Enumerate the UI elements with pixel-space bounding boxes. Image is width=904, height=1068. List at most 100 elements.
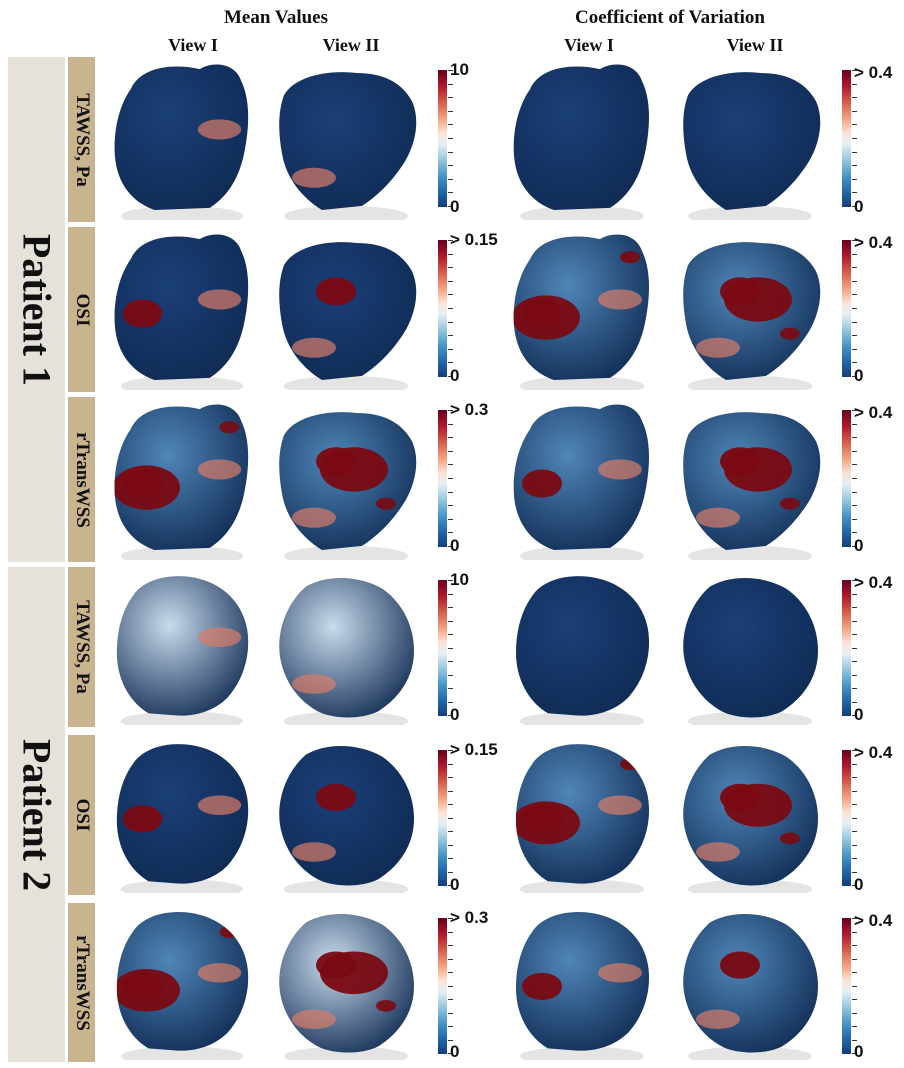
colorbar-max-p2-osi-cov: > 0.4 — [854, 743, 893, 762]
colorbar-tick — [448, 492, 453, 493]
vessel-base — [688, 205, 812, 220]
aneurysm-surface — [116, 912, 249, 1051]
colorbar-tick — [852, 335, 857, 336]
colorbar-tick — [448, 254, 453, 255]
colorbar-min-p1-rtranswss-cov: 0 — [854, 536, 864, 555]
colorbar-tick — [448, 932, 453, 933]
surface-panel-p2-osi-mean-view-2 — [266, 737, 426, 893]
vessel-base — [284, 711, 408, 725]
colorbar-tick — [852, 362, 857, 363]
colorbar-max-p1-osi-mean: > 0.15 — [450, 230, 498, 249]
vessel-base — [120, 879, 244, 893]
vessel-base — [120, 205, 244, 220]
colorbar-min-p2-tawss-mean: 0 — [450, 705, 460, 724]
aneurysm-surface — [513, 64, 649, 210]
colorbar-tick — [852, 959, 857, 960]
colorbar-tick — [448, 1053, 453, 1054]
surface-panel-p2-rtranswss-cov-view-2 — [670, 905, 830, 1060]
colorbar-tick — [852, 1053, 857, 1054]
colorbar-tick — [448, 1013, 453, 1014]
surface-panel-p1-tawss-mean-view-1 — [103, 59, 261, 220]
colorbar-tick — [448, 648, 453, 649]
colorbar-tick — [852, 505, 857, 506]
aneurysm-surface — [116, 744, 249, 884]
colorbar-tick — [448, 872, 453, 873]
hotspot — [197, 459, 242, 480]
colorbar-tick — [852, 1040, 857, 1041]
metric-band-p2-osi: OSI — [68, 735, 95, 895]
colorbar-tick — [852, 124, 857, 125]
colorbar-tick — [448, 918, 453, 919]
surface-panel-p1-rtranswss-mean-view-1 — [103, 399, 261, 560]
vessel-base — [120, 1046, 244, 1060]
aneurysm-surface — [114, 64, 249, 210]
hotspot — [780, 327, 800, 340]
colorbar-tick — [852, 519, 857, 520]
colorbar-min-p1-rtranswss-mean: 0 — [450, 536, 460, 555]
colorbar-tick — [852, 267, 857, 268]
colorbar-tick — [448, 945, 453, 946]
colorbar-tick — [852, 818, 857, 819]
colorbar-min-p1-osi-cov: 0 — [854, 366, 864, 385]
colorbar-tick — [852, 932, 857, 933]
colorbar-tick — [852, 791, 857, 792]
vessel-base — [520, 1046, 644, 1060]
hotspot — [197, 627, 242, 647]
hotspot — [598, 289, 642, 310]
colorbar-tick — [448, 206, 453, 207]
colorbar-tick — [448, 362, 453, 363]
colorbar-tick — [852, 945, 857, 946]
colorbar-tick — [852, 872, 857, 873]
metric-band-p1-tawss: TAWSS, Pa — [68, 57, 95, 222]
patient-1-band: Patient 1 — [8, 57, 65, 562]
colorbar-tick — [852, 464, 857, 465]
surface-panel-p2-tawss-mean-view-1 — [103, 569, 261, 725]
colorbar-tick — [852, 424, 857, 425]
hotspot — [197, 119, 242, 140]
colorbar-max-p1-osi-cov: > 0.4 — [854, 233, 893, 252]
colorbar-tick — [852, 70, 857, 71]
colorbar-tick — [852, 607, 857, 608]
vessel-base — [520, 711, 644, 725]
colorbar-max-p2-tawss-cov: > 0.4 — [854, 573, 893, 592]
colorbar-max-p2-rtranswss-mean: > 0.3 — [450, 908, 489, 927]
hotspot — [376, 999, 396, 1012]
surface-panel-p2-osi-cov-view-2 — [670, 737, 830, 893]
colorbar-min-p2-osi-mean: 0 — [450, 875, 460, 894]
colorbar-tick — [448, 804, 453, 805]
colorbar-tick — [448, 661, 453, 662]
aneurysm-surface — [279, 242, 417, 380]
aneurysm-surface — [516, 576, 650, 716]
hotspot — [780, 832, 800, 845]
colorbar-tick — [448, 764, 453, 765]
hotspot — [114, 465, 181, 510]
surface-panel-p1-osi-mean-view-2 — [266, 229, 426, 390]
colorbar-tick — [852, 845, 857, 846]
colorbar-tick — [852, 240, 857, 241]
hotspot — [197, 963, 242, 983]
colorbar-tick — [852, 648, 857, 649]
colorbar-tick — [448, 335, 453, 336]
colorbar-tick — [852, 410, 857, 411]
metric-label-osi: OSI — [71, 293, 93, 326]
colorbar-p2-osi-mean — [438, 750, 453, 886]
colorbar-tick — [852, 580, 857, 581]
header-coefficient-of-variation: Coefficient of Variation — [575, 7, 765, 28]
header-cov-view-2: View II — [726, 35, 784, 55]
vessel-base — [688, 375, 812, 390]
vessel-base — [520, 545, 644, 560]
aneurysm-surface — [683, 578, 818, 718]
colorbar-tick — [448, 972, 453, 973]
vessel-base — [688, 879, 812, 893]
metric-band-p1-osi: OSI — [68, 227, 95, 392]
surface-panel-p1-rtranswss-cov-view-2 — [670, 399, 830, 560]
surface-panel-p1-rtranswss-cov-view-1 — [502, 399, 662, 560]
colorbar-tick — [448, 84, 453, 85]
colorbar-tick — [852, 1013, 857, 1014]
hotspot — [516, 801, 580, 845]
colorbar-tick — [852, 702, 857, 703]
vessel-base — [688, 545, 812, 560]
colorbar-tick — [448, 885, 453, 886]
hotspot — [696, 1009, 740, 1029]
surface-panel-p1-rtranswss-mean-view-2 — [266, 399, 426, 560]
